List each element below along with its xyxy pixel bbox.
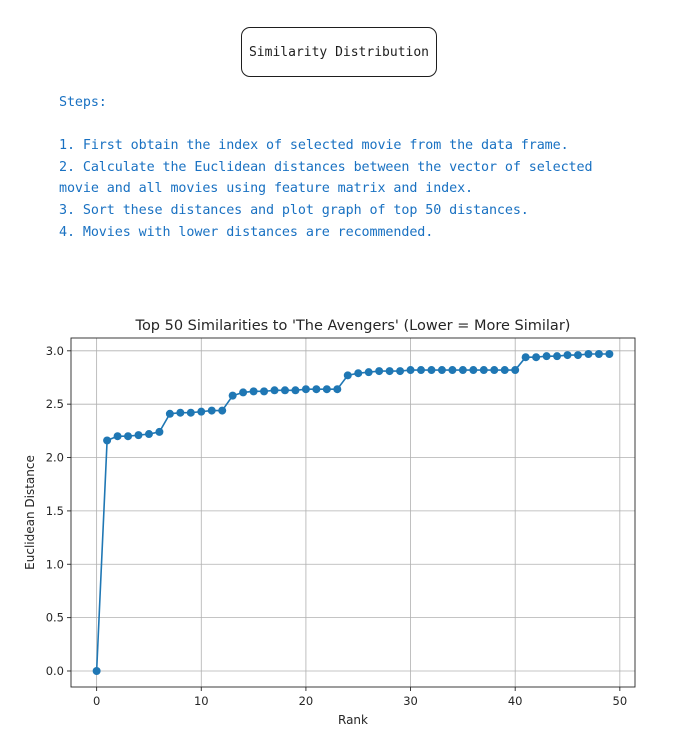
plot-frame [70, 337, 636, 688]
data-point [563, 351, 572, 360]
data-point [322, 385, 331, 394]
data-point [364, 368, 373, 377]
chart-grid [71, 338, 635, 687]
data-point [521, 353, 530, 362]
data-point [511, 366, 520, 375]
data-point [553, 352, 562, 361]
y-tick-label: 0.5 [46, 611, 64, 625]
x-axis-label: Rank [338, 713, 368, 727]
y-tick-label: 0.0 [46, 664, 64, 678]
page-title: Similarity Distribution [248, 44, 429, 60]
data-point [417, 366, 426, 375]
step-line-1: 1. First obtain the index of selected mo… [59, 138, 569, 154]
data-point [103, 436, 112, 445]
y-tick-label: 1.5 [46, 504, 64, 518]
x-tick-label: 30 [403, 694, 418, 708]
data-point [427, 366, 436, 375]
y-tick-label: 3.0 [46, 344, 64, 358]
data-point [437, 366, 446, 375]
steps-spacer [59, 114, 679, 136]
data-point [333, 385, 342, 394]
data-point [312, 385, 321, 394]
step-line-2: 2. Calculate the Euclidean distances bet… [59, 159, 593, 175]
x-tick-label: 40 [508, 694, 523, 708]
y-tick-label: 2.5 [46, 397, 64, 411]
data-point [280, 386, 289, 395]
data-point [584, 350, 593, 359]
data-point [469, 366, 478, 375]
data-point [396, 367, 405, 376]
steps-heading: Steps: [59, 95, 107, 110]
data-point [165, 409, 174, 418]
x-tick-label: 0 [93, 694, 100, 708]
chart-title: Top 50 Similarities to 'The Avengers' (L… [135, 318, 571, 334]
data-point [301, 385, 310, 394]
data-point [532, 353, 541, 362]
y-tick-label: 1.0 [46, 557, 64, 571]
data-point [375, 367, 384, 376]
data-point [406, 366, 415, 375]
data-point [458, 366, 467, 375]
data-point [155, 427, 164, 436]
data-point [573, 351, 582, 360]
data-point [144, 430, 153, 439]
data-point [207, 406, 216, 415]
data-point [343, 371, 352, 380]
data-point [448, 366, 457, 375]
step-line-3: 3. Sort these distances and plot graph o… [59, 202, 529, 218]
data-point [500, 366, 509, 375]
title-box: Similarity Distribution [241, 27, 437, 77]
x-tick-label: 10 [194, 694, 209, 708]
data-point [249, 387, 258, 396]
step-line-2-continued: movie and all movies using feature matri… [59, 181, 474, 197]
data-point [92, 666, 101, 675]
chart-ticks: 0 10 20 30 40 50 0.0 0.5 1.0 1.5 2.0 2.5 3.0 [46, 344, 627, 708]
data-point [260, 387, 269, 396]
data-point [186, 408, 195, 417]
y-tick-label: 2.0 [46, 451, 64, 465]
data-point [385, 367, 394, 376]
data-point [218, 406, 227, 415]
data-point [270, 386, 279, 395]
data-point [542, 352, 551, 361]
y-axis-label: Euclidean Distance [23, 455, 37, 570]
data-point [291, 386, 300, 395]
chart-series [92, 350, 614, 675]
data-point [605, 350, 614, 359]
similarity-line-chart: 0 10 20 30 40 50 0.0 0.5 1.0 1.5 2.0 2.5 3.0 Top 50 … [23, 318, 636, 727]
data-point [113, 432, 122, 441]
x-tick-label: 50 [613, 694, 628, 708]
steps-text-block: Steps: 1. First obtain the index of sele… [59, 92, 679, 243]
data-point [176, 408, 185, 417]
data-point [354, 369, 363, 378]
data-point [594, 350, 603, 359]
data-point [490, 366, 499, 375]
series-line [95, 353, 610, 672]
data-point [228, 391, 237, 400]
data-point [197, 407, 206, 416]
data-point [479, 366, 488, 375]
step-line-4: 4. Movies with lower distances are recom… [59, 224, 434, 240]
data-point [134, 431, 143, 440]
data-point [239, 388, 248, 397]
x-tick-label: 20 [299, 694, 314, 708]
data-point [124, 432, 133, 441]
